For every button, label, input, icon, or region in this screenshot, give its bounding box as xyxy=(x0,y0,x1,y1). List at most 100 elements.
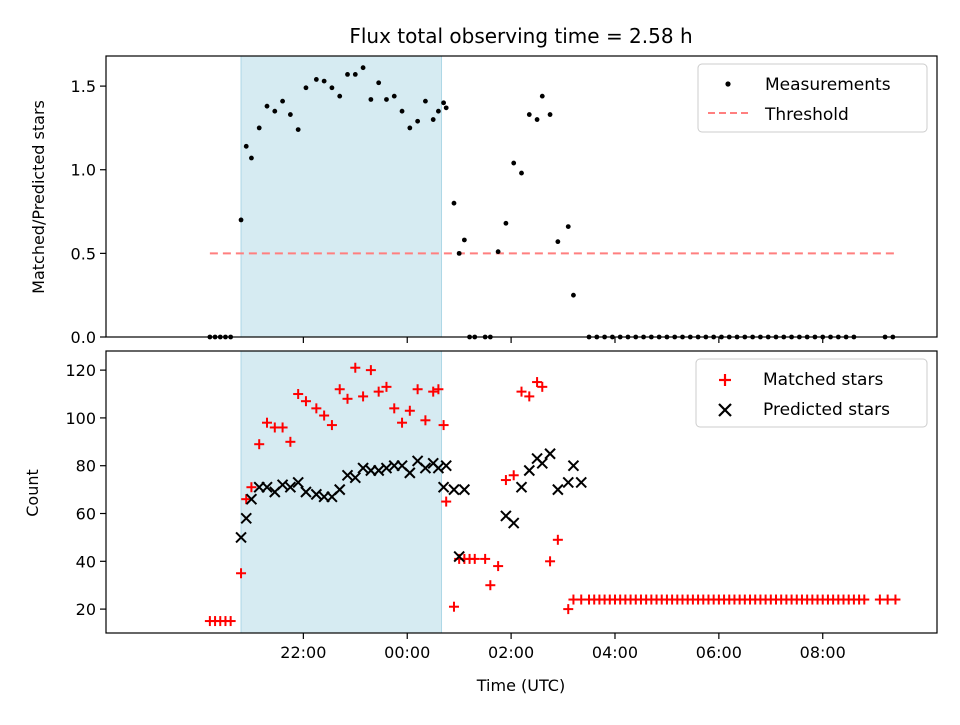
measurement-point xyxy=(272,108,278,114)
measurement-point xyxy=(280,98,285,104)
y-tick-label: 100 xyxy=(65,409,96,428)
y-tick-label: 60 xyxy=(76,505,96,524)
matched-star-point xyxy=(428,386,439,397)
matched-star-point xyxy=(277,422,288,433)
bottom-y-ticks: 20 40 60 80 100 120 xyxy=(65,361,106,619)
predicted-star-point xyxy=(235,531,247,544)
matched-star-point xyxy=(246,482,257,493)
measurement-point xyxy=(313,77,319,82)
predicted-star-point xyxy=(380,462,393,474)
bottom-plot-frame xyxy=(105,350,938,634)
matched-star-point xyxy=(300,396,311,407)
measurement-point xyxy=(345,71,350,77)
predicted-star-point xyxy=(261,481,273,493)
predicted-star-point xyxy=(453,550,465,563)
y-tick-label: 1.0 xyxy=(71,161,96,180)
top-x-ticks xyxy=(302,337,824,343)
y-tick-label: 40 xyxy=(76,552,96,571)
measurement-point xyxy=(384,97,389,102)
measurement-point xyxy=(534,117,540,122)
predicted-star-point xyxy=(432,462,445,474)
predicted-star-point xyxy=(334,483,346,496)
measurement-point xyxy=(295,127,301,132)
predicted-star-point xyxy=(300,486,312,498)
matched-star-point xyxy=(545,556,556,567)
measurement-point xyxy=(539,93,545,99)
measurement-point xyxy=(264,103,270,109)
predicted-star-point xyxy=(310,488,323,501)
matched-star-point xyxy=(524,391,535,402)
measurement-point xyxy=(441,100,446,106)
x-tick-label: 06:00 xyxy=(696,643,742,662)
predicted-star-point xyxy=(341,469,354,481)
matched-star-point xyxy=(537,381,548,392)
measurement-point xyxy=(249,155,254,161)
bottom-x-ticks: 22:00 00:00 02:00 04:00 06:00 08:00 xyxy=(280,633,846,662)
matched-star-point xyxy=(516,386,527,397)
matched-star-point xyxy=(433,384,444,395)
predicted-star-point xyxy=(562,476,574,489)
top-y-ticks: 0.0 0.5 1.0 1.5 xyxy=(71,77,106,347)
predicted-star-point xyxy=(536,457,548,470)
measurement-point xyxy=(238,217,244,223)
matched-star-point xyxy=(469,553,480,564)
matched-star-point xyxy=(448,601,459,612)
matched-star-point xyxy=(480,553,491,564)
predicted-star-point xyxy=(349,471,362,484)
star-count-points xyxy=(204,362,901,627)
matched-star-point xyxy=(241,494,252,505)
predicted-star-point xyxy=(515,481,528,493)
measurement-point xyxy=(511,160,517,166)
legend-label-measurements: Measurements xyxy=(765,75,891,95)
y-tick-label: 1.5 xyxy=(71,77,96,96)
matched-star-point xyxy=(493,561,504,572)
matched-star-point xyxy=(412,384,423,395)
measurement-point xyxy=(360,65,366,71)
matched-star-point xyxy=(500,475,511,486)
predicted-star-point xyxy=(357,462,369,474)
measurement-point xyxy=(565,224,571,230)
predicted-star-point xyxy=(544,448,556,460)
matched-star-point xyxy=(311,403,322,414)
matched-star-point xyxy=(441,496,452,507)
legend-label-threshold: Threshold xyxy=(764,105,849,125)
matched-star-point xyxy=(285,436,296,447)
matched-star-point xyxy=(890,594,901,605)
measurement-point xyxy=(321,78,327,84)
matched-star-point xyxy=(236,568,247,579)
y-tick-label: 20 xyxy=(76,600,96,619)
matched-star-point xyxy=(350,362,361,373)
top-plot-frame xyxy=(105,55,938,338)
matched-star-point xyxy=(262,417,273,428)
matched-star-point xyxy=(358,391,369,402)
measurement-point xyxy=(451,200,457,206)
top-legend: Measurements Threshold xyxy=(697,63,928,133)
measurement-point xyxy=(399,108,405,114)
measurement-point xyxy=(547,112,553,117)
bottom-panel: 20 40 60 80 100 120 22:00 00:00 02:00 04:00 06:00… xyxy=(23,350,938,695)
x-tick-label: 00:00 xyxy=(384,643,430,662)
measurement-point xyxy=(526,112,532,117)
measurement-point xyxy=(415,118,421,124)
matched-star-point xyxy=(859,594,870,605)
measurement-point xyxy=(243,143,249,149)
matched-star-point xyxy=(373,386,384,397)
chart-title: Flux total observing time = 2.58 h xyxy=(349,24,692,48)
x-tick-label: 02:00 xyxy=(488,643,534,662)
legend-label-matched: Matched stars xyxy=(763,370,883,390)
y-tick-label: 80 xyxy=(76,457,96,476)
measurement-point xyxy=(407,125,413,131)
matched-star-point xyxy=(397,417,408,428)
measurement-point xyxy=(495,249,501,255)
bottom-y-axis-label: Count xyxy=(23,469,42,517)
predicted-star-point xyxy=(437,481,450,493)
top-panel: Flux total observing time = 2.58 h 0.00.… xyxy=(29,24,938,347)
x-axis-label: Time (UTC) xyxy=(476,676,565,695)
measurement-point xyxy=(436,108,441,114)
top-y-axis-label: Matched/Predicted stars xyxy=(29,100,48,294)
measurement-points xyxy=(207,65,896,340)
matched-star-point xyxy=(404,405,415,416)
measurement-point xyxy=(430,117,436,122)
measurement-point xyxy=(423,98,428,104)
